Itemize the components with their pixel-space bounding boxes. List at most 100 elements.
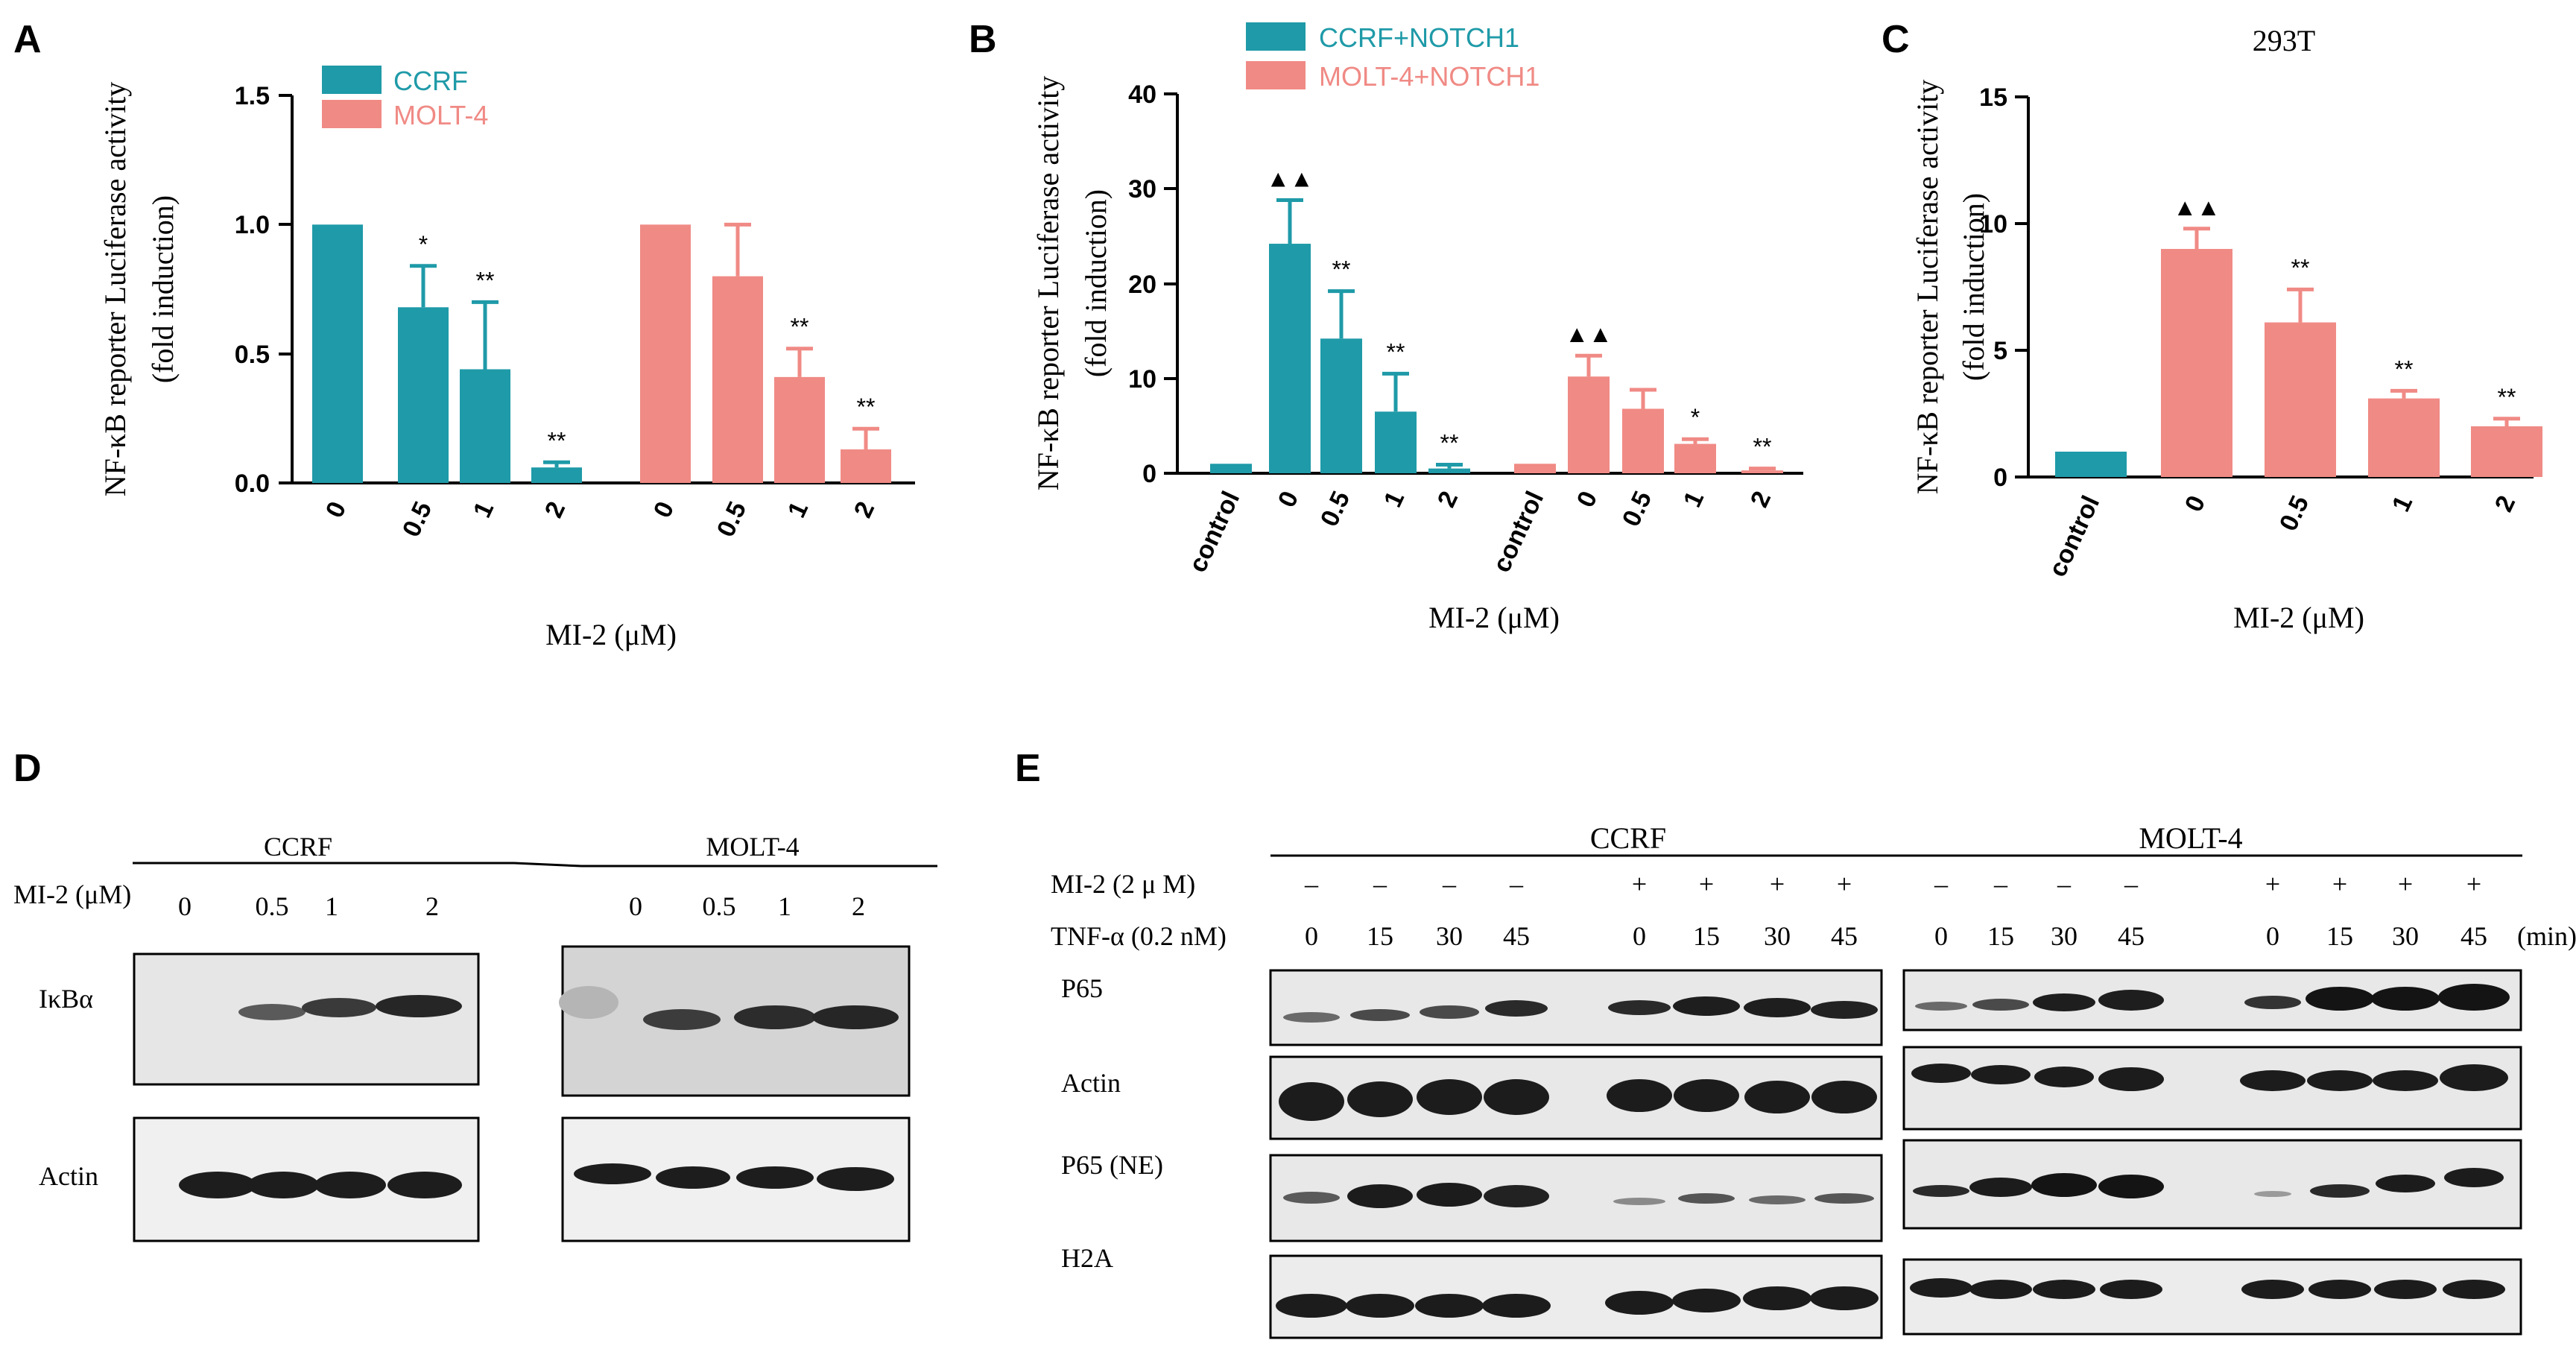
e-tnf-time-8: 0 [1934, 921, 1948, 951]
a-ytick-2: 1.0 [235, 211, 270, 239]
b-legend-label-molt4: MOLT-4+NOTCH1 [1319, 61, 1539, 92]
e-blot-ccrf-p65ne [1269, 1154, 1883, 1242]
e-band-label-p65ne: P65 (NE) [1061, 1150, 1163, 1180]
a-xtick-7: 2 [849, 497, 880, 522]
a-xtick-4: 0 [648, 497, 680, 522]
b-sig-2: ** [1332, 256, 1351, 283]
e-mi2-sign-13: + [2332, 869, 2347, 899]
b-bar-8 [1674, 443, 1716, 473]
b-legend-label-ccrf: CCRF+NOTCH1 [1319, 22, 1519, 53]
e-tnf-time-4: 0 [1633, 921, 1646, 951]
d-molt4-lane-0: 0 [629, 891, 642, 921]
a-bar-2 [460, 369, 510, 483]
e-mi2-sign-11: – [2124, 869, 2139, 899]
a-bar-1 [398, 307, 449, 483]
b-sig-1: ▲▲ [1266, 165, 1313, 192]
e-unit: (min) [2517, 921, 2576, 951]
e-mi2-sign-4: + [1632, 869, 1647, 899]
d-molt4-lane-3: 2 [852, 891, 865, 921]
d-blot-ccrf-ikba [133, 952, 480, 1086]
a-legend-swatch-molt4 [322, 100, 382, 128]
b-bar-6 [1568, 376, 1610, 473]
e-tnf-label: TNF-α (0.2 nM) [1051, 921, 1227, 951]
e-tnf-time-6: 30 [1764, 921, 1791, 951]
b-xtick-4: 2 [1432, 487, 1463, 511]
e-mi2-sign-7: + [1837, 869, 1852, 899]
c-bar-1 [2161, 249, 2232, 477]
b-ytick-4: 40 [1128, 80, 1156, 109]
b-bar-4 [1428, 468, 1470, 473]
b-xtick-1: 0 [1273, 487, 1304, 511]
a-bar-6 [774, 376, 825, 483]
c-ylabel-line1: NF-κB reporter Luciferase activity [1911, 80, 1944, 495]
panel-e: E CCRF MOLT-4 MI-2 (2 μ M) TNF-α (0.2 nM… [1015, 747, 2576, 1339]
d-ccrf-lane-2: 1 [325, 891, 338, 921]
a-xtick-6: 1 [782, 497, 814, 522]
c-sig-4: ** [2498, 384, 2516, 411]
d-group-molt4: MOLT-4 [706, 832, 799, 862]
panel-b-axes [1164, 92, 1803, 475]
e-tnf-time-13: 15 [2326, 921, 2353, 951]
d-ccrf-lane-0: 0 [178, 891, 192, 921]
b-xtick-9: 2 [1745, 487, 1776, 511]
b-bar-2 [1320, 338, 1362, 473]
a-legend-swatch-ccrf [322, 66, 382, 94]
d-blot-ccrf-actin [133, 1116, 480, 1242]
c-xtick-0: control [2043, 491, 2105, 581]
a-ytick-1: 0.5 [235, 341, 270, 369]
c-bar-2 [2265, 322, 2336, 477]
c-sig-1: ▲▲ [2173, 194, 2220, 221]
c-bar-0 [2055, 452, 2127, 477]
e-blot-ccrf-h2a [1269, 1254, 1883, 1339]
e-mi2-label: MI-2 (2 μ M) [1051, 869, 1195, 899]
d-ccrf-lane-3: 2 [425, 891, 439, 921]
e-tnf-time-7: 45 [1831, 921, 1858, 951]
d-molt4-lane-2: 1 [778, 891, 791, 921]
panel-a: A 0.0 0.5 1.0 1.5 CCRF MOLT-4 NF-κB repo… [13, 18, 915, 651]
e-blot-molt4-actin [1902, 1046, 2522, 1131]
panel-letter-e: E [1015, 747, 1041, 790]
panel-letter-b: B [969, 18, 997, 61]
e-tnf-time-11: 45 [2118, 921, 2145, 951]
a-sig-1: * [419, 231, 428, 258]
b-sig-8: * [1691, 404, 1700, 431]
e-blot-ccrf-actin [1269, 1055, 1883, 1140]
a-sig-2: ** [476, 267, 495, 294]
e-group-ccrf: CCRF [1590, 821, 1666, 855]
b-bar-5 [1514, 464, 1556, 473]
e-blot-molt4-p65ne [1902, 1139, 2522, 1230]
panel-d: D CCRF MOLT-4 MI-2 (μM) 0 0.5 1 2 0 0.5 … [13, 747, 937, 1242]
b-xtick-6: 0 [1572, 487, 1603, 511]
b-xtick-2: 0.5 [1315, 487, 1355, 531]
a-bar-3 [531, 467, 582, 483]
b-sig-3: ** [1387, 338, 1405, 365]
c-title: 293T [2253, 24, 2315, 57]
panel-letter-c: C [1882, 18, 1910, 61]
e-mi2-sign-15: + [2466, 869, 2481, 899]
c-xtick-3: 1 [2387, 491, 2418, 516]
panel-letter-a: A [13, 18, 42, 61]
a-legend: CCRF MOLT-4 [322, 66, 488, 130]
e-mi2-sign-8: – [1934, 869, 1949, 899]
e-mi2-sign-0: – [1304, 869, 1319, 899]
b-xtick-0: control [1183, 487, 1245, 576]
d-blot-molt4-actin [561, 1116, 911, 1242]
b-bar-3 [1375, 411, 1417, 473]
a-ytick-0: 0.0 [235, 470, 270, 498]
e-tnf-time-15: 45 [2461, 921, 2487, 951]
d-band-label-actin: Actin [39, 1161, 98, 1191]
c-ytick-3: 15 [1979, 83, 2007, 112]
c-xlabel: MI-2 (μM) [2233, 601, 2364, 634]
e-mi2-sign-2: – [1442, 869, 1457, 899]
e-tnf-time-14: 30 [2392, 921, 2419, 951]
e-tnf-time-5: 15 [1693, 921, 1720, 951]
b-bar-1 [1269, 244, 1311, 473]
e-tnf-time-1: 15 [1367, 921, 1393, 951]
a-xtick-3: 2 [539, 497, 571, 522]
a-legend-label-molt4: MOLT-4 [393, 100, 488, 130]
b-sig-9: ** [1753, 434, 1772, 461]
c-ylabel-line2: (fold induction) [1957, 193, 1990, 381]
e-mi2-signs: – – – – + + + + – – – – + + + + [1304, 869, 2481, 899]
e-mi2-sign-9: – [1993, 869, 2008, 899]
a-xtick-5: 0.5 [712, 497, 752, 541]
